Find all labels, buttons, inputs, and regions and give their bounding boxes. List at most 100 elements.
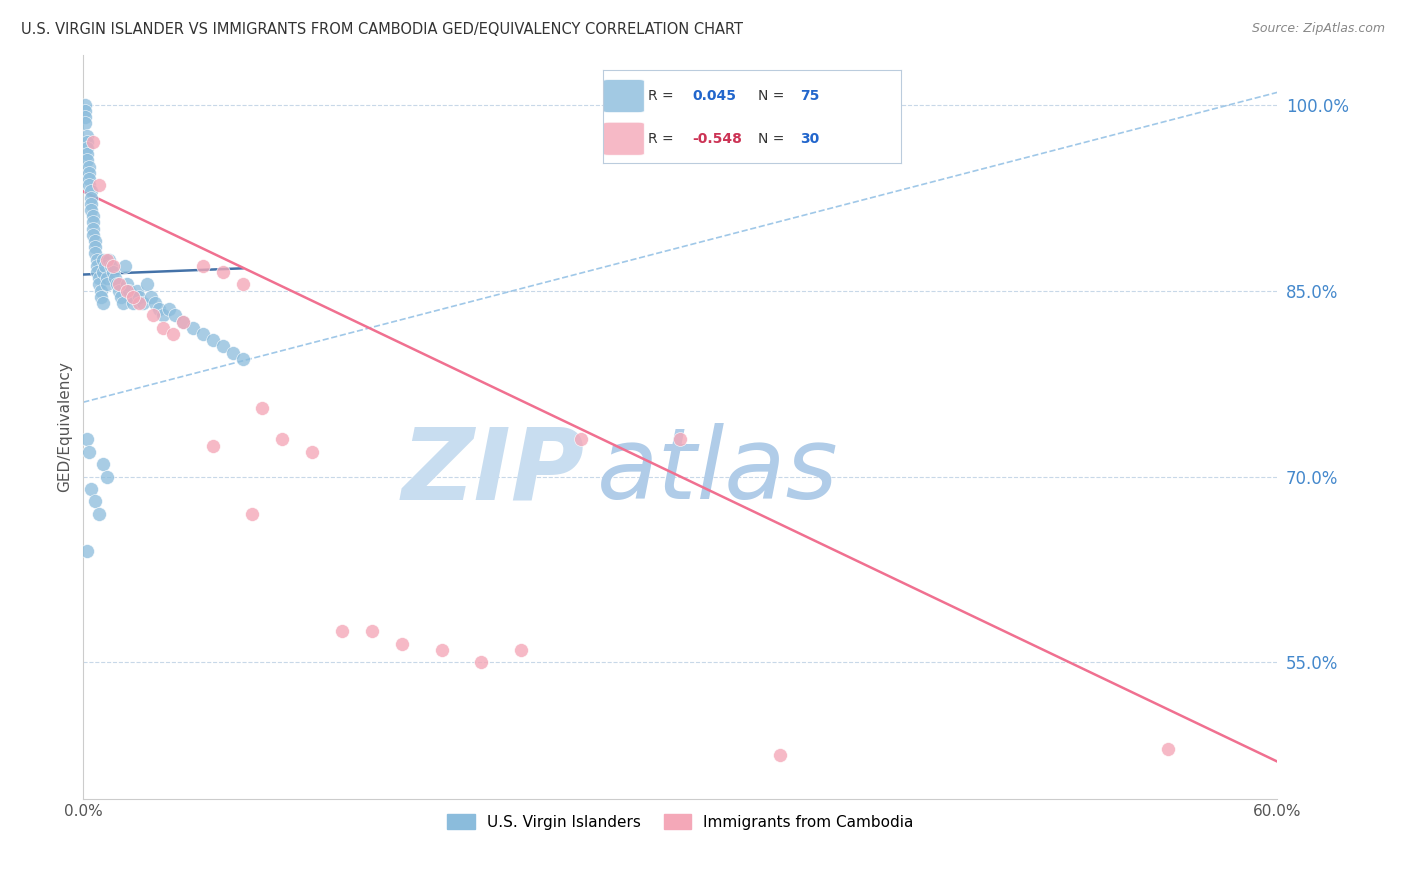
Point — [221, 345, 243, 359]
Point — [82, 209, 104, 223]
Point — [76, 147, 98, 161]
Point — [181, 321, 204, 335]
Point — [391, 637, 413, 651]
Point — [125, 284, 148, 298]
Point — [470, 656, 492, 670]
Point — [152, 321, 174, 335]
Point — [148, 302, 170, 317]
Point — [76, 433, 98, 447]
Point — [80, 203, 103, 218]
Point — [80, 482, 103, 496]
Point — [330, 624, 353, 639]
Point — [128, 290, 150, 304]
Point — [105, 277, 128, 292]
Point — [80, 191, 103, 205]
Point — [75, 97, 97, 112]
Point — [75, 103, 97, 118]
Point — [96, 252, 118, 267]
Point — [77, 160, 100, 174]
Point — [84, 240, 107, 254]
Point — [172, 315, 194, 329]
Point — [80, 185, 103, 199]
Point — [108, 284, 131, 298]
Point — [118, 284, 141, 298]
Point — [75, 116, 97, 130]
Point — [77, 444, 100, 458]
Point — [132, 296, 155, 310]
Point — [1157, 742, 1180, 756]
Point — [90, 290, 112, 304]
Point — [110, 290, 132, 304]
Point — [569, 433, 592, 447]
Point — [108, 277, 131, 292]
Text: U.S. VIRGIN ISLANDER VS IMMIGRANTS FROM CAMBODIA GED/EQUIVALENCY CORRELATION CHA: U.S. VIRGIN ISLANDER VS IMMIGRANTS FROM … — [21, 22, 744, 37]
Point — [86, 265, 108, 279]
Point — [94, 259, 117, 273]
Point — [90, 284, 112, 298]
Point — [76, 128, 98, 143]
Legend: U.S. Virgin Islanders, Immigrants from Cambodia: U.S. Virgin Islanders, Immigrants from C… — [441, 807, 920, 836]
Point — [201, 333, 224, 347]
Point — [162, 326, 184, 341]
Point — [139, 290, 162, 304]
Point — [91, 252, 114, 267]
Point — [115, 277, 138, 292]
Text: ZIP: ZIP — [402, 423, 585, 520]
Point — [201, 439, 224, 453]
Point — [86, 252, 108, 267]
Point — [86, 259, 108, 273]
Point — [96, 469, 118, 483]
Point — [82, 221, 104, 235]
Point — [191, 259, 214, 273]
Point — [76, 141, 98, 155]
Point — [361, 624, 384, 639]
Point — [82, 227, 104, 242]
Point — [80, 197, 103, 211]
Point — [84, 246, 107, 260]
Point — [510, 643, 533, 657]
Point — [271, 433, 294, 447]
Text: Source: ZipAtlas.com: Source: ZipAtlas.com — [1251, 22, 1385, 36]
Point — [91, 457, 114, 471]
Point — [231, 351, 253, 366]
Point — [84, 494, 107, 508]
Point — [669, 433, 692, 447]
Point — [157, 302, 180, 317]
Point — [430, 643, 453, 657]
Point — [77, 172, 100, 186]
Point — [89, 277, 111, 292]
Point — [122, 290, 145, 304]
Point — [89, 271, 111, 285]
Point — [211, 265, 233, 279]
Point — [77, 166, 100, 180]
Point — [89, 507, 111, 521]
Point — [242, 507, 264, 521]
Y-axis label: GED/Equivalency: GED/Equivalency — [58, 361, 72, 492]
Point — [101, 265, 124, 279]
Point — [231, 277, 253, 292]
Point — [114, 259, 136, 273]
Point — [100, 259, 122, 273]
Point — [122, 296, 145, 310]
Text: atlas: atlas — [596, 423, 838, 520]
Point — [112, 296, 135, 310]
Point — [104, 271, 127, 285]
Point — [89, 178, 111, 193]
Point — [101, 259, 124, 273]
Point — [143, 296, 166, 310]
Point — [75, 110, 97, 124]
Point — [76, 153, 98, 168]
Point — [76, 544, 98, 558]
Point — [142, 309, 165, 323]
Point — [91, 265, 114, 279]
Point — [128, 296, 150, 310]
Point — [82, 135, 104, 149]
Point — [98, 252, 121, 267]
Point — [96, 271, 118, 285]
Point — [115, 284, 138, 298]
Point — [191, 326, 214, 341]
Point — [77, 178, 100, 193]
Point — [172, 315, 194, 329]
Point — [252, 401, 274, 416]
Point — [76, 135, 98, 149]
